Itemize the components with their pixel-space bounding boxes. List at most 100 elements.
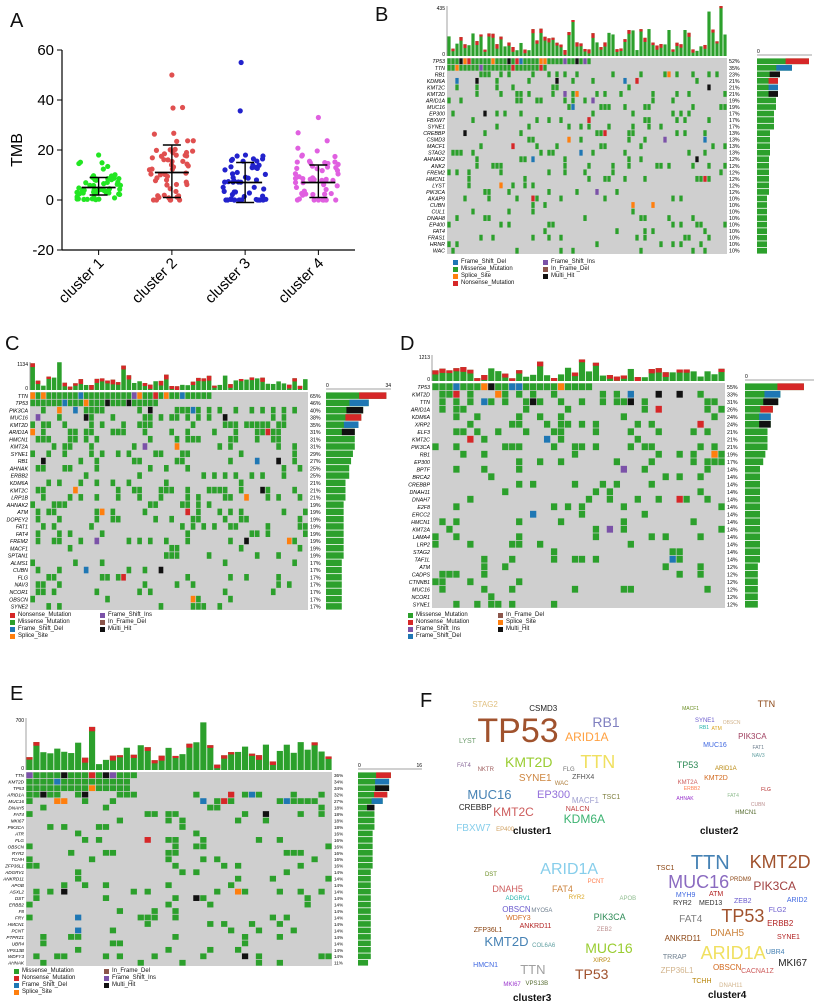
mutation-cell	[471, 58, 475, 65]
wordcloud-word: ARID1A	[700, 943, 766, 964]
mutation-cell	[26, 914, 33, 921]
mutation-cell	[479, 58, 483, 65]
mutation-cell	[165, 946, 172, 953]
top-bar-segment	[539, 28, 543, 33]
gene-label: NAV3	[14, 583, 28, 589]
mutation-cell	[137, 537, 142, 545]
mutation-cell	[711, 398, 718, 406]
mutation-cell	[539, 97, 543, 104]
top-bar-segment	[578, 359, 586, 363]
mutation-cell	[83, 399, 89, 407]
top-bar	[262, 744, 270, 770]
top-bar-segment	[115, 382, 121, 385]
mutation-cell	[515, 91, 519, 97]
gene-percent: 21%	[310, 488, 321, 494]
mutation-cell	[631, 123, 635, 130]
data-point	[176, 197, 183, 203]
mutation-cell	[83, 406, 89, 414]
mutation-cell	[481, 570, 488, 578]
mutation-cell	[641, 405, 648, 413]
mutation-cell	[255, 927, 263, 934]
mutation-cell	[503, 110, 507, 117]
mutation-cell	[47, 888, 54, 895]
right-bar	[326, 479, 346, 487]
legend-item: In_Frame_Del	[100, 619, 190, 626]
mutation-cell	[651, 97, 655, 104]
top-bar-segment	[78, 379, 84, 385]
mutation-cell	[453, 600, 460, 608]
mutation-cell	[116, 817, 124, 824]
top-bar-segment	[142, 383, 148, 387]
gene-percent: 34%	[334, 780, 343, 785]
data-point	[322, 191, 328, 197]
gene-label: KDM6A	[10, 481, 29, 487]
gene-percent: 35%	[310, 423, 321, 429]
mutation-cell	[697, 390, 704, 398]
mutation-cell	[105, 399, 110, 407]
right-bar	[358, 856, 373, 863]
right-axis-max: 16	[416, 763, 422, 769]
mutation-cell	[241, 934, 249, 940]
mutation-cell	[669, 548, 676, 556]
panel-label-e: E	[10, 683, 24, 705]
mutation-cell	[94, 588, 100, 596]
top-bar	[121, 365, 126, 390]
legend-label: Missense_Mutation	[22, 968, 74, 974]
mutation-cell	[592, 420, 600, 428]
top-bar-segment	[671, 49, 675, 52]
wordcloud-word: APOB	[619, 896, 637, 902]
gene-label: RYR2	[12, 851, 25, 856]
top-bar	[297, 742, 304, 770]
mutation-cell	[137, 494, 142, 501]
legend-item: Splice_Site	[498, 619, 588, 626]
gene-label: PIK3CA	[8, 825, 24, 830]
mutation-cell	[102, 824, 110, 830]
mutation-cell	[718, 458, 725, 466]
top-bar-segment	[599, 47, 603, 50]
mutation-cell	[62, 392, 68, 399]
mutation-cell	[121, 421, 126, 428]
mutation-cell	[35, 581, 41, 588]
mutation-cell	[495, 123, 499, 130]
wordcloud-word: OBSCN	[502, 904, 531, 914]
mutation-cell	[115, 392, 121, 399]
mutation-cell	[190, 406, 196, 414]
mutation-cell	[619, 91, 623, 97]
y-tick-label: 60	[37, 42, 54, 59]
mutation-cell	[180, 392, 185, 399]
mutation-cell	[249, 530, 255, 537]
top-bar	[507, 42, 511, 56]
mutation-cell	[516, 533, 523, 541]
legend-label: Frame_Shift_Ins	[551, 259, 596, 265]
legend-item: Frame_Shift_Ins	[100, 612, 190, 619]
mutation-cell	[460, 428, 467, 436]
mutation-cell	[233, 421, 239, 428]
legend-label: In_Frame_Del	[506, 612, 545, 618]
top-bar-segment	[46, 376, 51, 379]
wordcloud-word: FAT4	[552, 884, 573, 895]
oncoplot-legend-b: Frame_Shift_Del Frame_Shift_Ins Missense_M…	[453, 259, 713, 287]
gene-percent: 12%	[729, 183, 740, 189]
wordcloud-word: TTN	[757, 699, 776, 710]
gene-percent: 14%	[727, 535, 738, 541]
top-bar-segment	[523, 49, 527, 54]
mutation-cell	[643, 215, 647, 221]
wordcloud-title-cluster2: cluster2	[700, 826, 739, 837]
data-point	[253, 164, 259, 171]
mutation-cell	[620, 503, 627, 511]
mutation-cell	[559, 234, 563, 241]
mutation-cell	[109, 798, 117, 804]
gene-label: KMT2D	[412, 393, 430, 399]
mutation-cell	[174, 392, 180, 399]
mutation-cell	[463, 130, 467, 137]
mutation-cell	[479, 71, 483, 78]
gene-label: BRCA2	[412, 475, 430, 481]
mutation-cell	[190, 603, 196, 610]
mutation-cell	[228, 457, 233, 465]
mutation-cell	[543, 58, 547, 65]
mutation-cell	[174, 443, 180, 450]
top-bar	[82, 757, 89, 770]
mutation-cell	[164, 465, 169, 472]
data-point	[231, 197, 237, 203]
gene-percent: 12%	[727, 603, 738, 609]
